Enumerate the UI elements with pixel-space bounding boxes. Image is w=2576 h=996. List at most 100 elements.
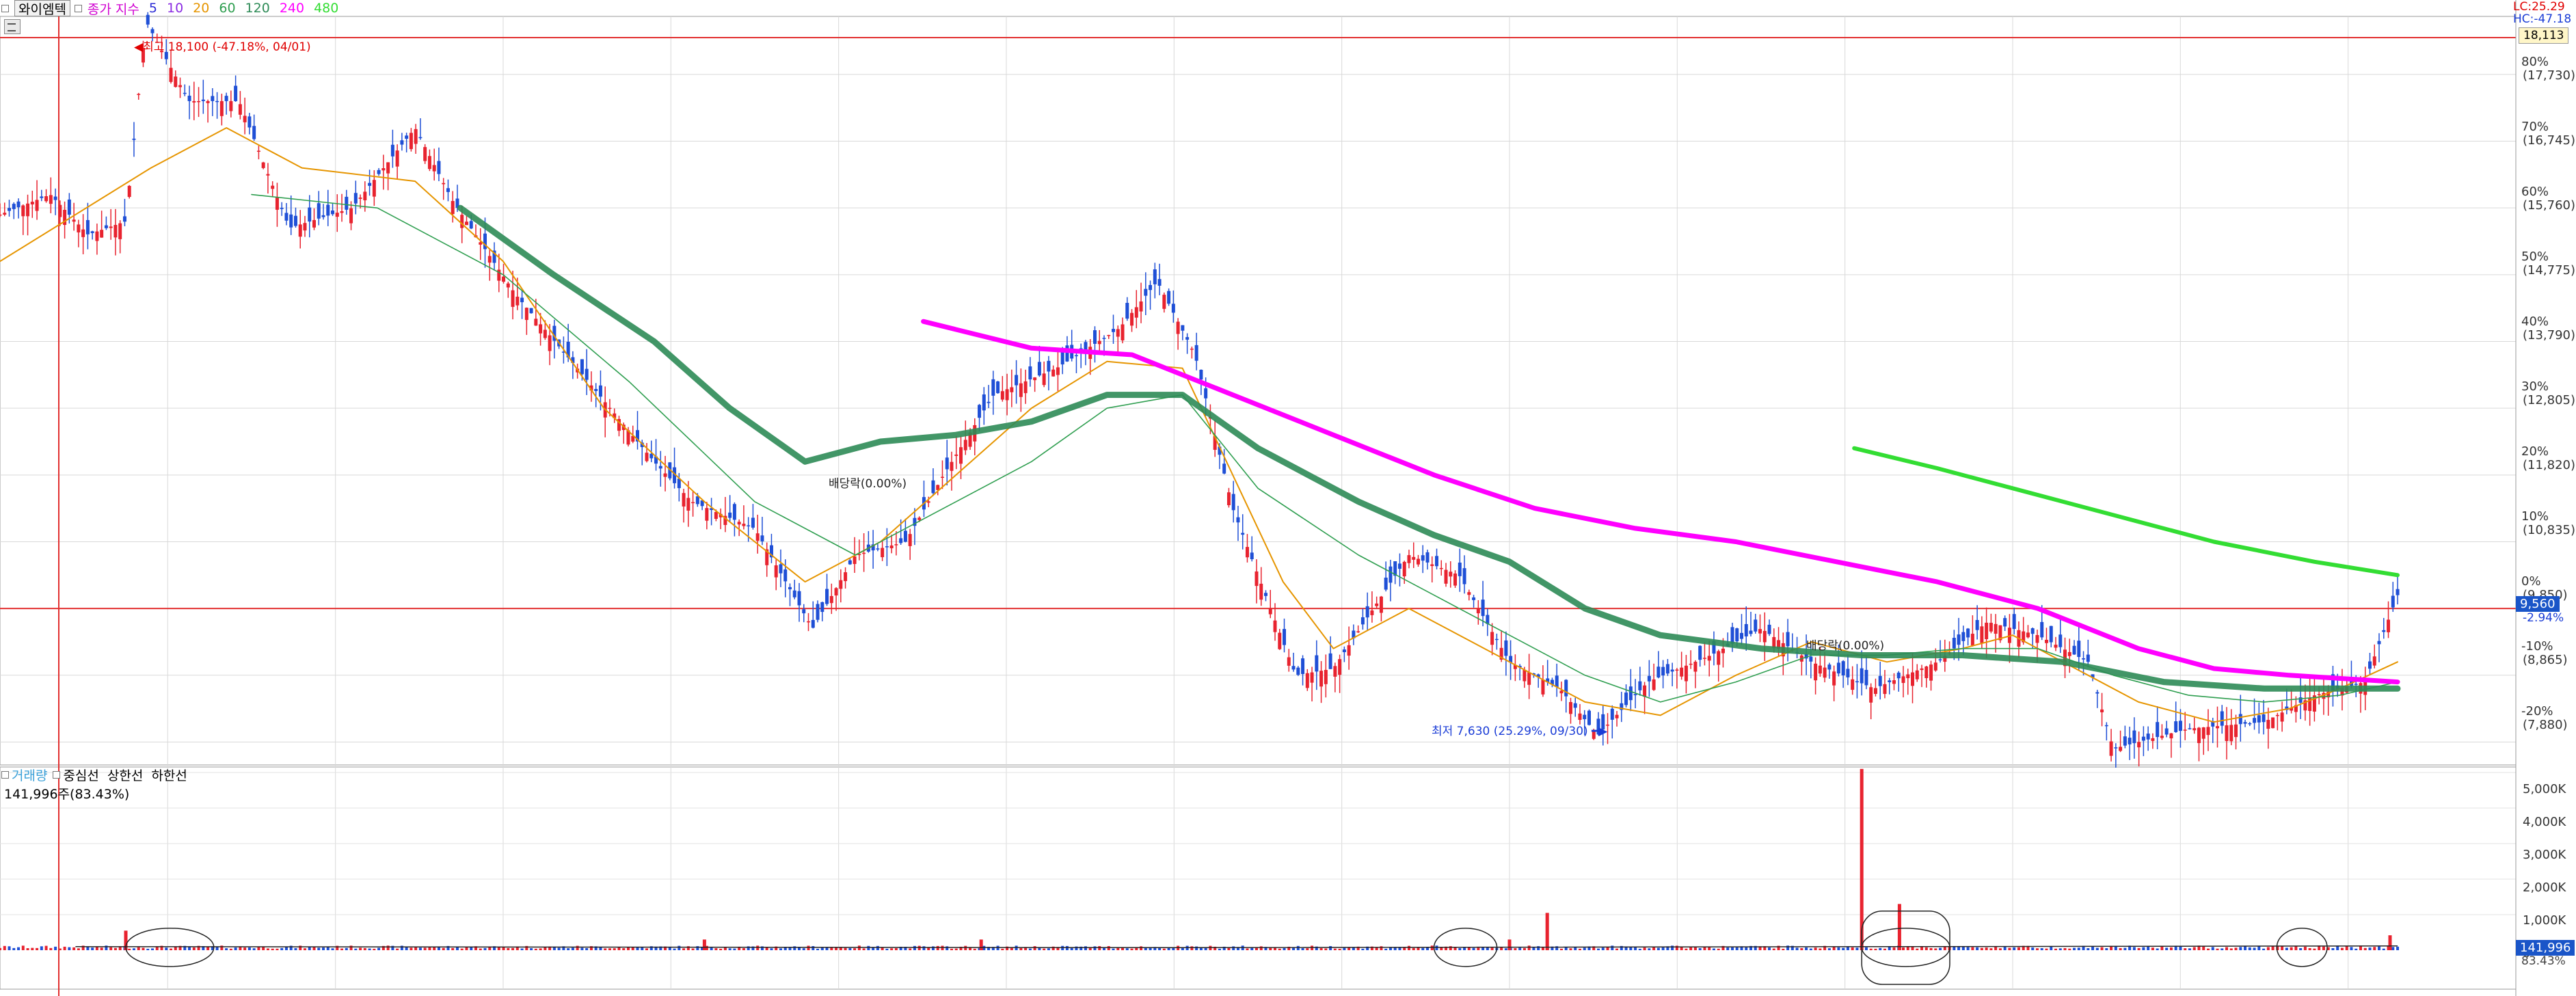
candle-body bbox=[280, 207, 284, 209]
candle-body bbox=[1000, 391, 1004, 400]
volume-bar bbox=[322, 947, 325, 950]
candle-body bbox=[2137, 742, 2141, 748]
chart-settings-button[interactable] bbox=[4, 19, 21, 34]
menu-square-icon[interactable] bbox=[0, 4, 12, 12]
ma-period-240[interactable]: 240 bbox=[279, 1, 305, 16]
volume-bar bbox=[2326, 947, 2330, 950]
ma-period-480[interactable]: 480 bbox=[314, 1, 339, 16]
volume-bar bbox=[1693, 947, 1697, 950]
volume-legend: 거래량 중심선 상한선 하한선 141,996주(83.43%) bbox=[0, 766, 187, 803]
candle-body bbox=[2280, 712, 2284, 722]
candle-body bbox=[534, 319, 538, 326]
volume-spike-bar bbox=[2388, 935, 2392, 950]
volume-bar bbox=[465, 947, 468, 950]
volume-bar bbox=[1601, 947, 1605, 950]
volume-bar bbox=[2281, 946, 2284, 950]
volume-bar bbox=[2137, 947, 2141, 950]
volume-bar bbox=[2105, 948, 2108, 950]
candle-body bbox=[30, 202, 34, 205]
candle-body bbox=[585, 368, 589, 380]
volume-bar bbox=[927, 947, 930, 950]
candle-body bbox=[2082, 658, 2086, 660]
volume-bar bbox=[1458, 947, 1462, 950]
candle-body bbox=[917, 517, 922, 520]
candle-body bbox=[529, 308, 533, 314]
candle-body bbox=[580, 359, 584, 375]
volume-bar bbox=[391, 945, 394, 950]
candle-body bbox=[2003, 618, 2007, 627]
candle-body bbox=[1273, 620, 1277, 632]
volume-bar bbox=[701, 947, 704, 950]
candle-body bbox=[1472, 597, 1476, 600]
candle-body bbox=[723, 515, 727, 525]
volume-bar bbox=[811, 946, 815, 950]
volume-bar bbox=[31, 947, 34, 950]
candle-body bbox=[469, 221, 473, 229]
candle-body bbox=[1074, 355, 1078, 357]
volume-bar bbox=[862, 948, 866, 950]
volume-spike-bar bbox=[124, 930, 128, 950]
candle-body bbox=[2331, 674, 2335, 690]
candle-body bbox=[127, 185, 131, 198]
volume-bar bbox=[1255, 947, 1258, 950]
volume-bar bbox=[2308, 947, 2311, 950]
candle-body bbox=[2100, 709, 2104, 712]
volume-bar bbox=[816, 948, 820, 950]
candle-body bbox=[511, 290, 515, 307]
candle-body bbox=[303, 223, 307, 231]
candle-body bbox=[423, 147, 427, 161]
volume-bar bbox=[150, 948, 154, 950]
candle-body bbox=[908, 534, 912, 546]
volume-bar bbox=[1541, 946, 1544, 950]
volume-bar bbox=[571, 947, 574, 950]
candle-body bbox=[40, 196, 44, 198]
ma-period-20[interactable]: 20 bbox=[193, 1, 210, 16]
volume-bar bbox=[132, 948, 135, 950]
candle-body bbox=[792, 590, 796, 597]
candle-body bbox=[963, 440, 967, 450]
volume-bar bbox=[881, 947, 884, 950]
stock-name-box[interactable]: 와이엠텍 bbox=[14, 0, 70, 17]
candle-body bbox=[834, 588, 838, 596]
ma-period-5[interactable]: 5 bbox=[148, 1, 157, 16]
candle-body bbox=[1814, 663, 1818, 681]
volume-bar bbox=[1024, 947, 1028, 950]
volume-bar bbox=[1246, 948, 1249, 950]
candle-body bbox=[1379, 596, 1383, 613]
ma-period-60[interactable]: 60 bbox=[219, 1, 236, 16]
candle-body bbox=[1255, 571, 1259, 587]
candle-body bbox=[848, 560, 852, 565]
candle-body bbox=[1291, 666, 1296, 670]
candle-body bbox=[1139, 301, 1143, 312]
candle-body bbox=[1989, 623, 1993, 632]
volume-bar bbox=[1306, 948, 1309, 950]
candle-body bbox=[2178, 721, 2182, 731]
volume-bar bbox=[2017, 947, 2020, 950]
candle-body bbox=[1915, 670, 1919, 679]
ma-period-10[interactable]: 10 bbox=[166, 1, 184, 16]
volume-bar bbox=[215, 946, 219, 950]
volume-bar bbox=[1449, 946, 1452, 950]
candle-body bbox=[608, 407, 612, 409]
candle-body bbox=[2248, 723, 2252, 725]
candle-body bbox=[2012, 614, 2016, 630]
candle-body bbox=[1222, 463, 1226, 474]
volume-bar bbox=[973, 948, 976, 950]
candle-body bbox=[1777, 640, 1781, 649]
candle-body bbox=[178, 85, 183, 88]
ma-period-120[interactable]: 120 bbox=[245, 1, 270, 16]
candle-body bbox=[2044, 639, 2048, 643]
volume-bar bbox=[1989, 948, 1993, 950]
volume-bar bbox=[312, 946, 316, 950]
volume-bar bbox=[608, 948, 611, 950]
candle-body bbox=[1933, 662, 1937, 671]
candle-body bbox=[353, 193, 358, 204]
volume-bar bbox=[1384, 948, 1388, 950]
candle-body bbox=[460, 215, 464, 228]
candle-body bbox=[331, 210, 335, 215]
volume-bar bbox=[1805, 947, 1808, 950]
candle-body bbox=[1028, 366, 1032, 379]
volume-bar bbox=[2119, 947, 2122, 950]
volume-bar bbox=[340, 948, 344, 950]
